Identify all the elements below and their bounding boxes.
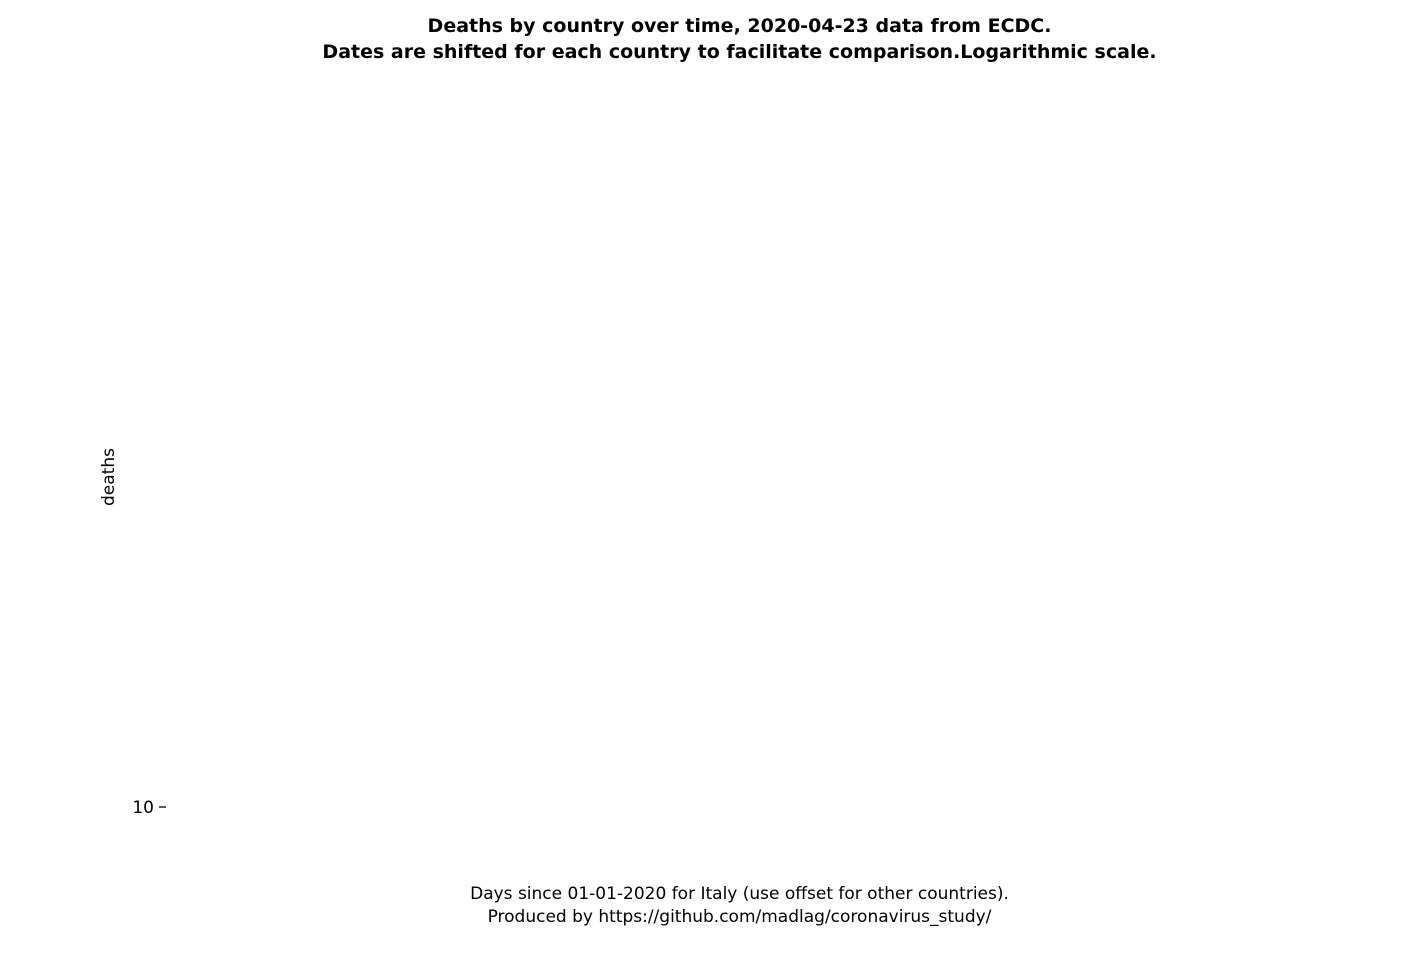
y-axis-label: deaths — [99, 448, 119, 506]
x-axis-label-line2: Produced by https://github.com/madlag/co… — [487, 907, 992, 927]
chart-title-line1: Deaths by country over time, 2020-04-23 … — [427, 15, 1052, 37]
y-tick-label: 10 — [132, 798, 154, 818]
x-axis-label-line1: Days since 01-01-2020 for Italy (use off… — [470, 884, 1009, 904]
chart-title-line2: Dates are shifted for each country to fa… — [322, 41, 1157, 63]
chart-title: Deaths by country over time, 2020-04-23 … — [166, 13, 1313, 65]
x-axis-label: Days since 01-01-2020 for Italy (use off… — [166, 883, 1313, 929]
